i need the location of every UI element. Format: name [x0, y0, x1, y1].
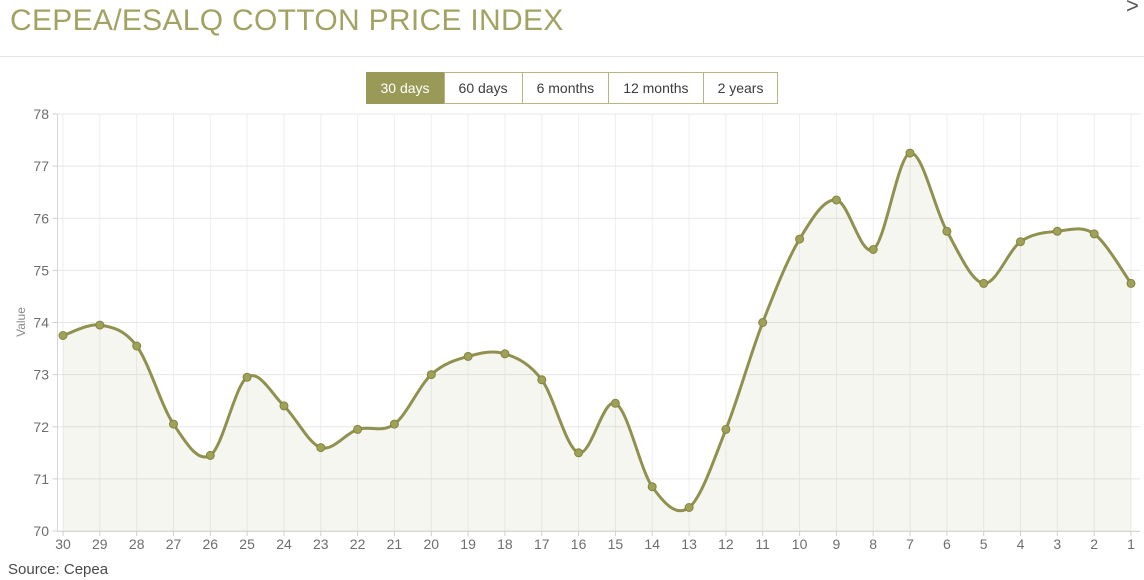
data-point-day-30[interactable] — [58, 331, 68, 340]
x-tick-label: 3 — [1053, 536, 1061, 552]
data-point-day-22[interactable] — [353, 424, 363, 434]
y-tick-label: 76 — [33, 210, 49, 226]
x-tick-label: 20 — [424, 536, 440, 552]
page-title: CEPEA/ESALQ COTTON PRICE INDEX — [10, 4, 564, 37]
data-point-day-21[interactable] — [389, 419, 399, 429]
data-point-day-8[interactable] — [868, 245, 878, 254]
data-point-day-2[interactable] — [1089, 229, 1099, 239]
y-axis-labels: 70 71 72 73 74 75 76 77 78 — [33, 106, 49, 539]
x-tick-label: 17 — [534, 536, 550, 552]
x-tick-label: 9 — [833, 536, 841, 552]
y-tick-label: 74 — [33, 315, 49, 331]
data-point-day-25[interactable] — [242, 372, 252, 382]
y-tick-label: 71 — [33, 471, 49, 487]
data-point-day-3[interactable] — [1052, 226, 1062, 236]
x-tick-label: 14 — [644, 536, 660, 552]
x-tick-label: 29 — [92, 536, 108, 552]
x-tick-label: 6 — [943, 536, 951, 552]
data-point-day-10[interactable] — [795, 234, 805, 244]
x-tick-label: 25 — [239, 536, 255, 552]
data-points[interactable] — [58, 148, 1136, 512]
data-point-day-20[interactable] — [426, 370, 436, 380]
x-tick-label: 19 — [460, 536, 476, 552]
data-point-day-17[interactable] — [537, 375, 547, 385]
data-point-day-18[interactable] — [500, 349, 510, 359]
data-point-day-27[interactable] — [169, 419, 178, 429]
x-tick-label: 1 — [1127, 536, 1135, 552]
y-tick-label: 73 — [33, 367, 49, 383]
y-tick-label: 70 — [33, 523, 49, 539]
data-point-day-29[interactable] — [95, 320, 105, 330]
axes — [52, 113, 1140, 536]
x-tick-label: 27 — [166, 536, 182, 552]
chevron-right-icon[interactable]: > — [1126, 0, 1139, 17]
data-point-day-1[interactable] — [1126, 278, 1136, 288]
range-button-30-days[interactable]: 30 days — [365, 72, 445, 104]
gridlines — [57, 113, 1140, 532]
y-tick-label: 72 — [33, 419, 49, 435]
x-tick-label: 28 — [129, 536, 145, 552]
data-point-day-9[interactable] — [831, 195, 841, 205]
data-point-day-15[interactable] — [610, 398, 620, 408]
data-point-day-14[interactable] — [647, 482, 657, 492]
x-tick-label: 11 — [755, 536, 770, 552]
x-tick-label: 23 — [313, 536, 329, 552]
range-button-6-months[interactable]: 6 months — [521, 72, 610, 104]
x-tick-label: 7 — [906, 536, 914, 552]
x-tick-label: 13 — [681, 536, 697, 552]
data-point-day-26[interactable] — [205, 450, 215, 460]
x-tick-label: 8 — [869, 536, 877, 552]
data-point-day-4[interactable] — [1016, 237, 1025, 247]
x-tick-label: 15 — [608, 536, 624, 552]
range-button-2-years[interactable]: 2 years — [702, 72, 779, 104]
x-tick-label: 12 — [718, 536, 734, 552]
data-point-day-12[interactable] — [721, 424, 731, 434]
data-point-day-28[interactable] — [132, 341, 142, 351]
x-tick-label: 4 — [1017, 536, 1025, 552]
x-tick-label: 21 — [387, 536, 403, 552]
data-point-day-5[interactable] — [979, 278, 989, 288]
range-button-60-days[interactable]: 60 days — [443, 72, 523, 104]
data-point-day-19[interactable] — [463, 351, 473, 361]
data-point-day-11[interactable] — [758, 318, 768, 327]
x-tick-label: 24 — [276, 536, 292, 552]
data-point-day-6[interactable] — [942, 226, 952, 236]
area-fill — [63, 152, 1131, 531]
data-point-day-16[interactable] — [574, 448, 584, 458]
y-tick-label: 78 — [33, 106, 49, 122]
data-point-day-13[interactable] — [684, 503, 694, 512]
x-tick-label: 2 — [1090, 536, 1098, 552]
data-point-day-23[interactable] — [316, 443, 326, 453]
x-tick-label: 30 — [55, 536, 71, 552]
range-button-12-months[interactable]: 12 months — [608, 72, 704, 104]
source-note: Source: Cepea — [8, 561, 109, 578]
x-tick-label: 18 — [497, 536, 513, 552]
x-axis-labels: 30 29 28 27 26 25 24 23 22 21 20 19 18 17 16 15 14 13 12 11… — [55, 536, 1135, 552]
x-tick-label: 5 — [980, 536, 988, 552]
y-tick-label: 77 — [33, 158, 49, 174]
x-tick-label: 16 — [571, 536, 587, 552]
data-point-day-7[interactable] — [905, 148, 915, 158]
data-point-day-24[interactable] — [279, 401, 289, 411]
range-selector: 30 days 60 days 6 months 12 months 2 yea… — [0, 72, 1144, 104]
header-divider — [0, 56, 1144, 57]
x-tick-label: 26 — [203, 536, 219, 552]
x-tick-label: 10 — [792, 536, 808, 552]
y-axis-title: Value — [14, 307, 28, 337]
y-tick-label: 75 — [33, 262, 49, 278]
x-tick-label: 22 — [350, 536, 366, 552]
